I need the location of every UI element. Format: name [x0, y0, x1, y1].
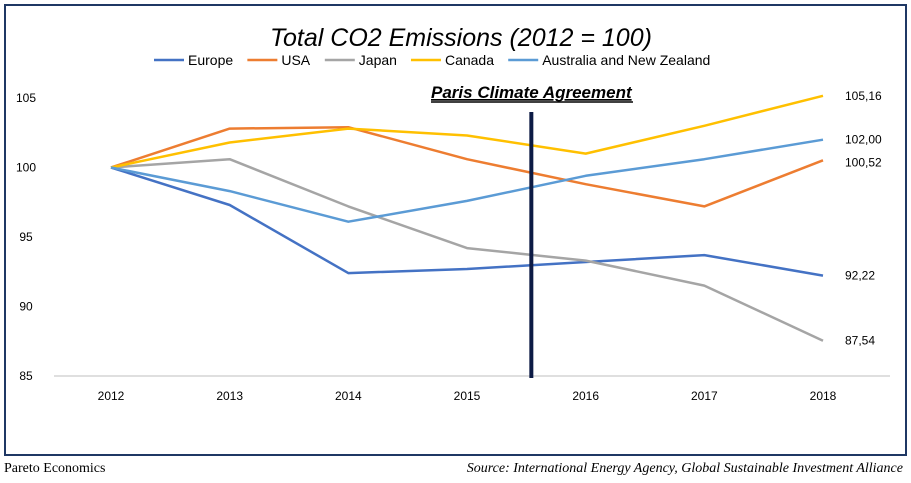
legend-entry: USA: [281, 52, 310, 68]
co2-emissions-chart: Total CO2 Emissions (2012 = 100) Europe U…: [16, 24, 890, 403]
series-line-japan: [110, 157, 824, 342]
x-tick-label: 2012: [98, 389, 125, 403]
end-value-label: 92,22: [845, 269, 875, 283]
y-tick-label: 95: [19, 230, 33, 244]
legend-entry: Canada: [445, 52, 494, 68]
series-line-australia-and-new-zealand: [110, 138, 824, 223]
chart-axes: 85 90 95 100 105 2012 2013 2014 2015 2016 2017 2018: [16, 91, 890, 403]
y-tick-label: 90: [19, 300, 33, 314]
chart-series: [110, 94, 824, 342]
y-tick-label: 85: [19, 369, 33, 383]
end-value-label: 105,16: [845, 89, 882, 103]
chart-frame: Total CO2 Emissions (2012 = 100) Europe U…: [4, 4, 907, 456]
x-tick-label: 2013: [216, 389, 243, 403]
y-tick-label: 105: [16, 91, 36, 105]
chart-title: Total CO2 Emissions (2012 = 100): [270, 24, 652, 52]
chart-end-labels: 92,22 100,52 87,54 105,16 102,00: [845, 89, 882, 348]
series-line-canada: [110, 94, 824, 169]
x-tick-label: 2014: [335, 389, 362, 403]
end-value-label: 87,54: [845, 334, 875, 348]
paris-agreement-annotation: Paris Climate Agreement: [431, 83, 633, 378]
end-value-label: 100,52: [845, 155, 882, 169]
x-tick-label: 2018: [810, 389, 837, 403]
end-value-label: 102,00: [845, 133, 882, 147]
paris-agreement-label: Paris Climate Agreement: [431, 83, 633, 102]
x-tick-label: 2016: [572, 389, 599, 403]
legend-entry: Japan: [359, 52, 397, 68]
footer-source: Source: International Energy Agency, Glo…: [466, 461, 903, 476]
x-tick-label: 2015: [454, 389, 481, 403]
chart-legend: Europe USA Japan Canada Australia and New Ze…: [154, 52, 710, 68]
series-line-europe: [110, 166, 824, 277]
footer-brand: Pareto Economics: [4, 461, 106, 476]
x-tick-label: 2017: [691, 389, 718, 403]
legend-entry: Australia and New Zealand: [542, 52, 710, 68]
series-line-usa: [110, 125, 824, 208]
legend-entry: Europe: [188, 52, 233, 68]
y-tick-label: 100: [16, 161, 36, 175]
